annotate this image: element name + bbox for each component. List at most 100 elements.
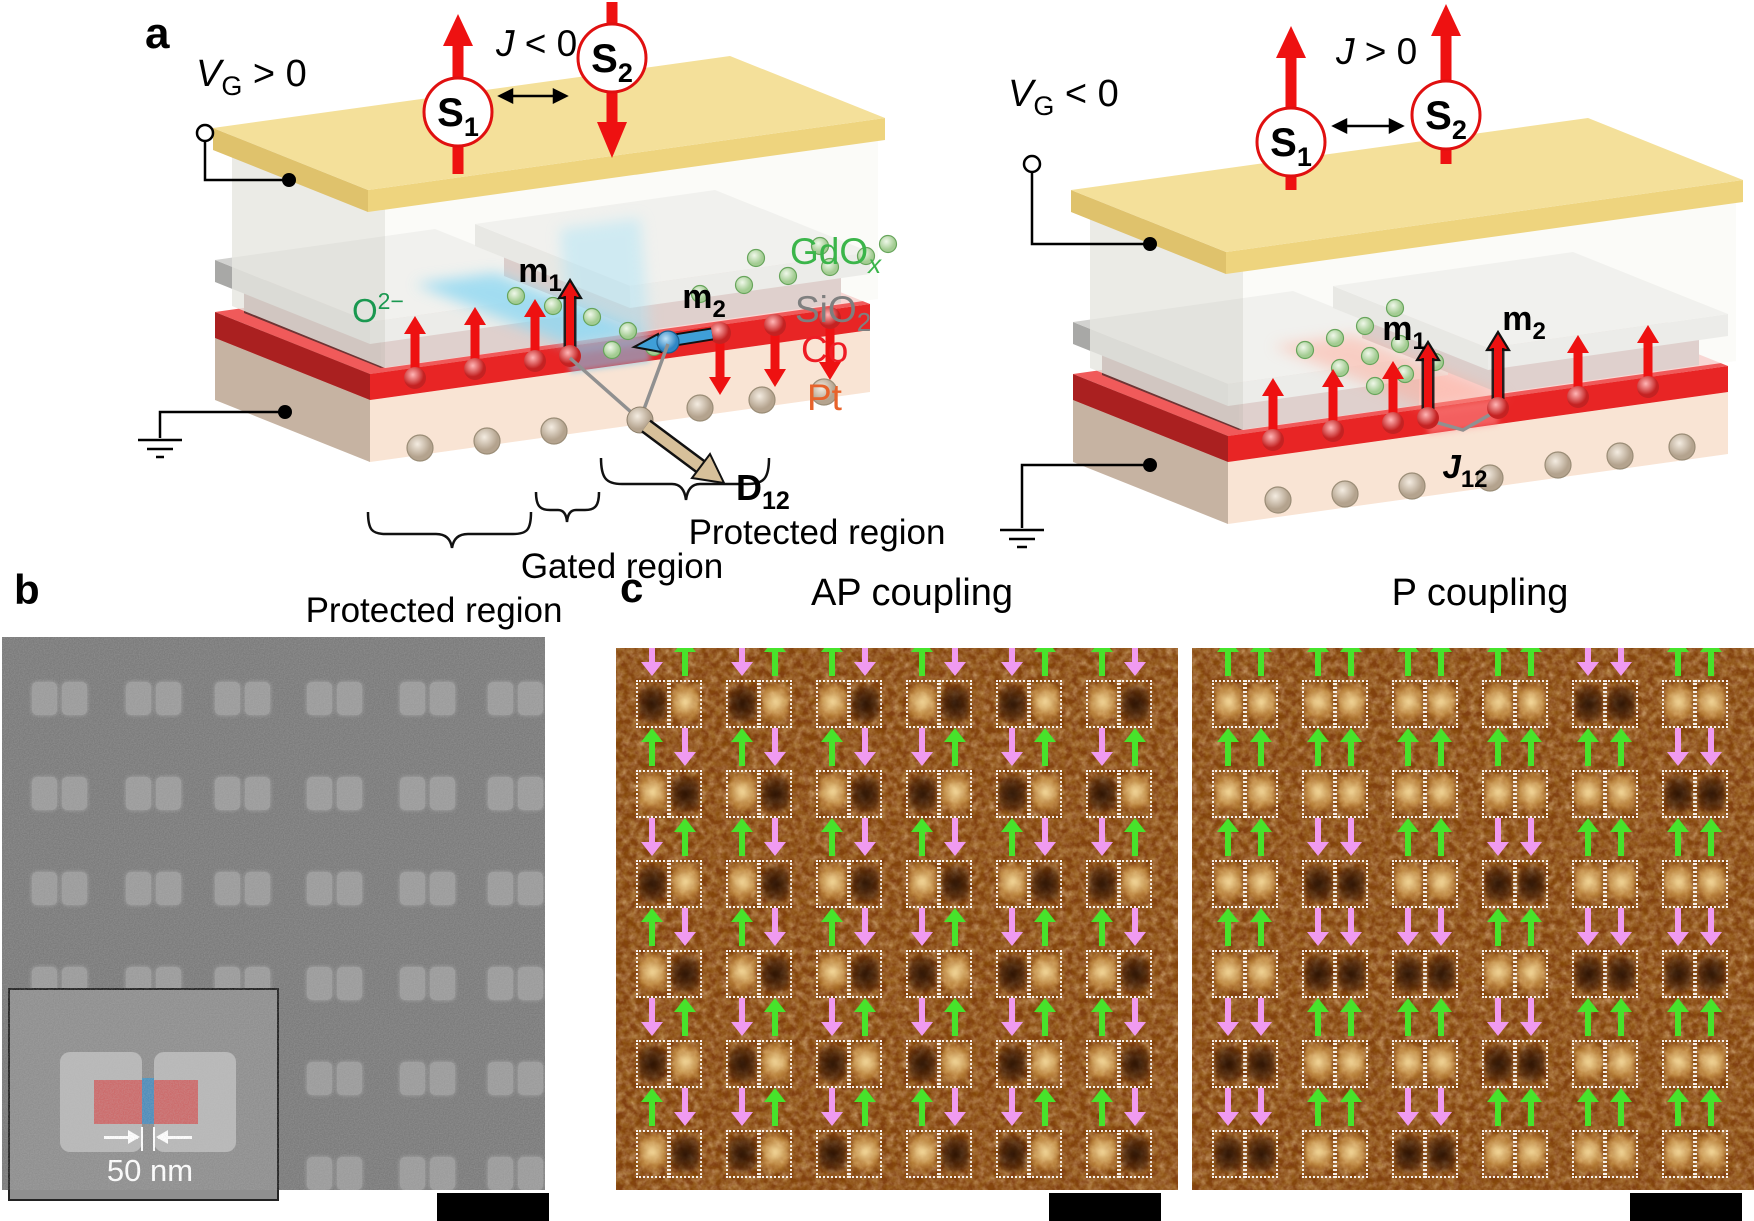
mfm-bright-contrast [1032, 1043, 1059, 1085]
mfm-dark-contrast [1518, 1043, 1545, 1085]
sem-nanodot [126, 682, 151, 715]
magnetization-down-arrow [854, 818, 876, 856]
magnetization-up-arrow [1430, 728, 1452, 766]
mfm-dark-contrast [999, 1043, 1026, 1085]
legend-pt: Pt [807, 377, 843, 418]
mfm-dark-contrast [1575, 953, 1602, 995]
sem-nanodot [518, 777, 543, 810]
magnetization-up-arrow [1034, 648, 1056, 676]
magnetization-up-arrow [731, 728, 753, 766]
mfm-dot-box [1425, 680, 1458, 728]
sphere [1417, 407, 1439, 429]
sem-nanodot [62, 682, 87, 715]
magnetization-up-arrow [1520, 908, 1542, 946]
sem-nanodot [156, 682, 181, 715]
scalebar-ap [1049, 1193, 1161, 1221]
magnetization-up-arrow [1610, 1088, 1632, 1126]
magnetization-up-arrow [911, 1088, 933, 1126]
mfm-dark-contrast [1305, 953, 1332, 995]
mfm-dark-contrast [999, 1133, 1026, 1175]
mfm-dot-box [1302, 1130, 1335, 1178]
mfm-bright-contrast [1338, 683, 1365, 725]
spin-arrow-up [1637, 325, 1659, 398]
magnetization-up-arrow [1610, 728, 1632, 766]
mfm-dot-box [816, 1130, 849, 1178]
mfm-dot-box [1482, 770, 1515, 818]
device-right [1000, 4, 1743, 549]
magnetization-up-arrow [944, 908, 966, 946]
magnetization-up-arrow [911, 648, 933, 676]
magnetization-down-arrow [674, 908, 696, 946]
mfm-dark-contrast [1305, 863, 1332, 905]
mfm-bright-contrast [1395, 863, 1422, 905]
magnetization-down-arrow [911, 998, 933, 1036]
mfm-bright-contrast [1338, 1043, 1365, 1085]
spin-s2-right [1410, 4, 1482, 164]
mfm-dot-box [1572, 860, 1605, 908]
magnetization-down-arrow [911, 728, 933, 766]
mfm-bright-contrast [1248, 773, 1275, 815]
sem-nanodot [488, 1157, 513, 1190]
exchange-label-right: J > 0 [1335, 31, 1417, 72]
sem-nanodot [430, 1157, 455, 1190]
mfm-dark-contrast [1698, 773, 1725, 815]
magnetization-up-arrow [1217, 818, 1239, 856]
magnetization-down-arrow [1217, 1088, 1239, 1126]
spin-arrow-up [524, 299, 546, 372]
sem-nanodot [32, 777, 57, 810]
magnetization-down-arrow [731, 998, 753, 1036]
s2-label-right: S2 [1425, 94, 1467, 145]
magnetization-down-arrow [1250, 1088, 1272, 1126]
magnetization-up-arrow [1307, 648, 1329, 676]
exchange-arrow-left [497, 87, 569, 105]
sphere [686, 394, 714, 422]
sphere [1487, 397, 1509, 419]
mfm-dark-contrast [1608, 953, 1635, 995]
mfm-dot-box [996, 770, 1029, 818]
mfm-dot-box [1212, 680, 1245, 728]
sphere [764, 314, 786, 336]
magnetization-up-arrow [1091, 648, 1113, 676]
sphere [1567, 386, 1589, 408]
magnetization-up-arrow [1430, 648, 1452, 676]
magnetization-down-arrow [1667, 908, 1689, 946]
m2-label-left: m2 [682, 278, 726, 323]
mfm-dark-contrast [1122, 953, 1149, 995]
sphere [810, 378, 838, 406]
magnetization-down-arrow [1340, 818, 1362, 856]
scalebar-sem [437, 1193, 549, 1221]
magnetization-up-arrow [821, 728, 843, 766]
mfm-bright-contrast [1215, 773, 1242, 815]
mfm-dot-box [669, 1040, 702, 1088]
mfm-dot-box [1086, 860, 1119, 908]
mfm-dot-box [636, 860, 669, 908]
magnetization-up-arrow [821, 648, 843, 676]
mfm-dot-box [939, 950, 972, 998]
mfm-dot-box [1515, 860, 1548, 908]
spin-arrows-left [404, 277, 841, 395]
mfm-bright-contrast [729, 953, 756, 995]
mfm-dot-box [1029, 680, 1062, 728]
mfm-dark-contrast [942, 863, 969, 905]
mfm-dot-box [1515, 1130, 1548, 1178]
mfm-bright-contrast [1395, 1043, 1422, 1085]
mfm-bright-contrast [1032, 1133, 1059, 1175]
mfm-dot-box [1119, 1130, 1152, 1178]
mfm-dot-box [1695, 1040, 1728, 1088]
ground-left [138, 405, 292, 459]
magnetization-down-arrow [1487, 998, 1509, 1036]
magnetization-down-arrow [641, 818, 663, 856]
mfm-bright-contrast [1248, 863, 1275, 905]
mfm-dot-box [1245, 680, 1278, 728]
mfm-dot-box [1662, 1040, 1695, 1088]
spin-arrow-up [1567, 335, 1589, 408]
sem-nanodot [307, 967, 332, 1000]
mfm-dark-contrast [852, 683, 879, 725]
j12-link [1427, 408, 1499, 432]
mfm-bright-contrast [1428, 773, 1455, 815]
sphere [1355, 316, 1375, 336]
magnetization-up-arrow [1340, 648, 1362, 676]
magnetization-up-arrow [1700, 648, 1722, 676]
ap-coupling-title: AP coupling [810, 572, 1014, 614]
magnetization-up-arrow [1700, 998, 1722, 1036]
